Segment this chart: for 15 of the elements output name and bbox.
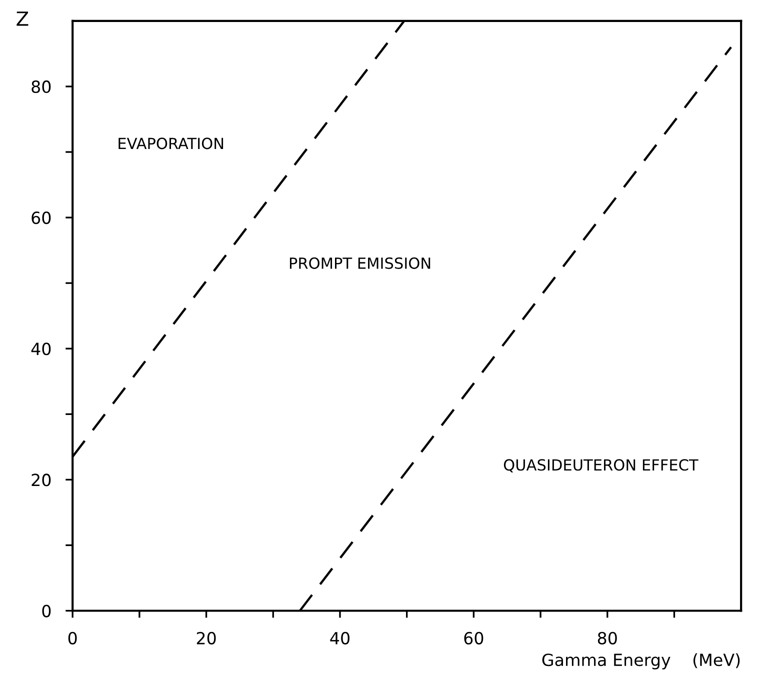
y-tick-label: 80 — [32, 80, 51, 94]
annotation: EVAPORATION — [118, 138, 224, 150]
annotation: PROMPT EMISSION — [290, 257, 430, 269]
y-tick-label: 60 — [32, 212, 51, 224]
y-axis-title: Z — [16, 12, 28, 26]
y-tick-label: 40 — [31, 342, 51, 356]
y-tick-label: 0 — [42, 604, 51, 618]
x-tick-label: 80 — [598, 632, 617, 644]
x-tick-label: 0 — [68, 632, 77, 644]
x-tick-label: 20 — [196, 632, 216, 644]
annotation: QUASIDEUTERON EFFECT — [504, 459, 698, 472]
x-axis-title: Gamma Energy (MeV) — [542, 653, 740, 670]
x-tick-label: 40 — [330, 632, 350, 644]
x-tick-label: 60 — [464, 632, 484, 644]
y-tick-label: 20 — [32, 474, 51, 486]
